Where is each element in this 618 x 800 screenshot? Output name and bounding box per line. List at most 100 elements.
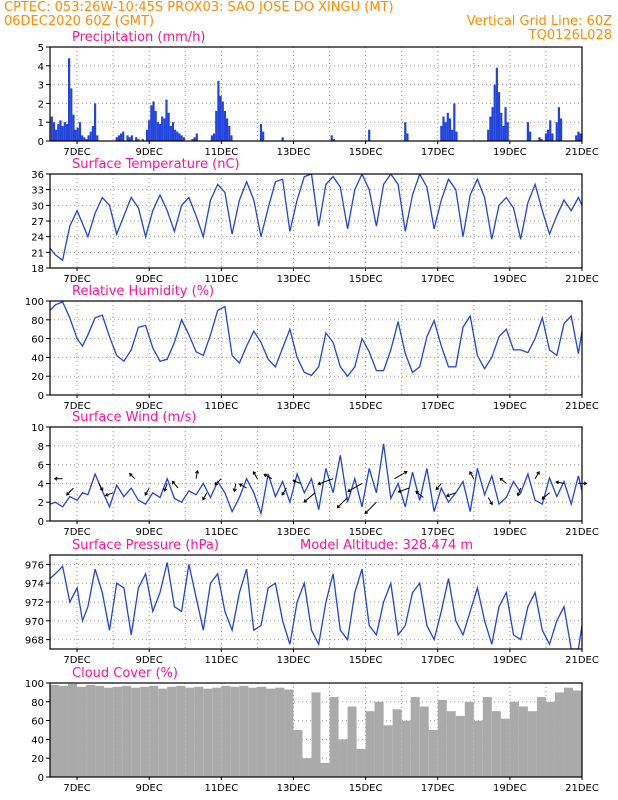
cloud-bar <box>248 687 258 777</box>
cloud-bar <box>302 758 312 777</box>
panels: Precipitation (mm/h) 0 1 2 3 4 5 7DEC 9DEC 11DEC 1… <box>25 30 599 794</box>
wind-vector-head <box>214 481 219 486</box>
wind-vector-head <box>53 476 58 481</box>
x-tick-label: 9DEC <box>135 783 162 794</box>
wind-vector <box>144 487 150 496</box>
panel-title: Surface Temperature (nC) <box>72 157 240 172</box>
cloud-bar <box>410 697 420 777</box>
wind-vector <box>263 473 273 480</box>
x-tick-label: 11DEC <box>204 274 238 285</box>
precip-bar <box>85 139 88 141</box>
cloud-bar <box>356 748 366 777</box>
panel-title: Surface Pressure (hPa) <box>72 538 219 553</box>
cloud-bar <box>464 701 474 777</box>
x-tick-label: 17DEC <box>421 783 455 794</box>
cloud-bar <box>86 684 96 777</box>
x-tick-label: 17DEC <box>421 147 455 158</box>
precip-bar <box>538 137 541 141</box>
x-tick-label: 11DEC <box>204 527 238 538</box>
precip-bar <box>332 139 335 141</box>
precip-bar <box>150 105 153 141</box>
precip-bar <box>178 133 181 141</box>
wind-vector-head <box>99 487 104 492</box>
precip-bar <box>152 101 155 141</box>
wind-vector <box>66 487 74 496</box>
wind-vector-head <box>252 470 257 475</box>
precip-bar <box>148 120 151 141</box>
x-tick-label: 13DEC <box>277 274 311 285</box>
cloud-bar <box>68 683 78 777</box>
cloud-bar <box>50 684 60 777</box>
precip-bar <box>122 131 125 141</box>
precip-bar <box>215 110 218 141</box>
y-tick-label: 5 <box>38 43 44 54</box>
precip-bar <box>167 112 170 141</box>
wind-vector <box>469 471 475 479</box>
y-tick-label: 30 <box>31 201 44 212</box>
cloud-bar <box>293 730 303 777</box>
wind-vector <box>172 481 179 489</box>
panel-frame <box>49 682 583 778</box>
precip-bar <box>165 99 168 141</box>
precip-bar <box>575 135 578 141</box>
wind-vector-head <box>232 488 237 493</box>
y-tick-label: 100 <box>25 679 44 690</box>
precip-bar <box>193 137 196 141</box>
series-line <box>50 443 582 517</box>
wind-vector-head <box>238 483 243 488</box>
wind-vector-head <box>171 480 176 485</box>
wind-vector <box>446 492 456 497</box>
y-tick-label: 3 <box>38 81 44 92</box>
cloud-bar <box>482 697 492 777</box>
x-tick-label: 21DEC <box>565 783 599 794</box>
cloud-bar <box>131 687 141 777</box>
y-tick-label: 970 <box>25 617 44 628</box>
panel-title: Cloud Cover (%) <box>72 666 178 681</box>
precip-bar <box>180 135 183 141</box>
precip-bar <box>126 135 129 141</box>
wind-vector <box>398 487 410 493</box>
x-tick-label: 15DEC <box>349 527 383 538</box>
y-tick-label: 976 <box>25 560 44 571</box>
cloud-bar <box>509 701 519 777</box>
y-tick-label: 4 <box>38 479 44 490</box>
precip-bar <box>444 122 447 141</box>
cloud-bar <box>329 697 339 777</box>
precip-bar <box>115 137 118 141</box>
y-tick-label: 40 <box>31 353 44 364</box>
precip-bar <box>145 129 149 141</box>
series-line <box>50 301 582 378</box>
panel-1: Surface Temperature (nC) 18 21 24 27 30 33 36 7D… <box>31 157 599 285</box>
cloud-bar <box>311 692 321 777</box>
cloud-bar <box>203 688 213 777</box>
cloud-bar <box>374 701 384 777</box>
precip-bar <box>406 133 409 141</box>
x-tick-label: 7DEC <box>63 655 90 666</box>
precip-bar <box>91 125 95 141</box>
y-tick-label: 8 <box>38 442 44 453</box>
x-tick-label: 19DEC <box>493 527 527 538</box>
precip-bar <box>506 122 509 141</box>
cloud-bar <box>104 687 114 777</box>
precip-bar <box>544 133 548 141</box>
y-tick-label: 20 <box>31 754 44 765</box>
precip-bar <box>221 101 224 141</box>
precip-bar <box>497 92 501 141</box>
precip-bar <box>225 118 229 141</box>
precip-bar <box>549 120 552 141</box>
cloud-bar <box>149 685 159 777</box>
wind-vector-head <box>347 488 352 492</box>
precip-bar <box>228 125 231 141</box>
precip-bar <box>96 135 99 141</box>
precip-bar <box>210 135 214 141</box>
wind-vector <box>541 492 550 500</box>
precip-bar <box>154 110 157 141</box>
x-tick-label: 13DEC <box>277 401 311 412</box>
wind-vector-head <box>583 481 588 486</box>
x-tick-label: 15DEC <box>349 274 383 285</box>
x-tick-label: 15DEC <box>349 401 383 412</box>
cloud-bar <box>95 685 105 777</box>
cloud-bar <box>194 686 204 777</box>
y-tick-label: 60 <box>31 335 44 346</box>
